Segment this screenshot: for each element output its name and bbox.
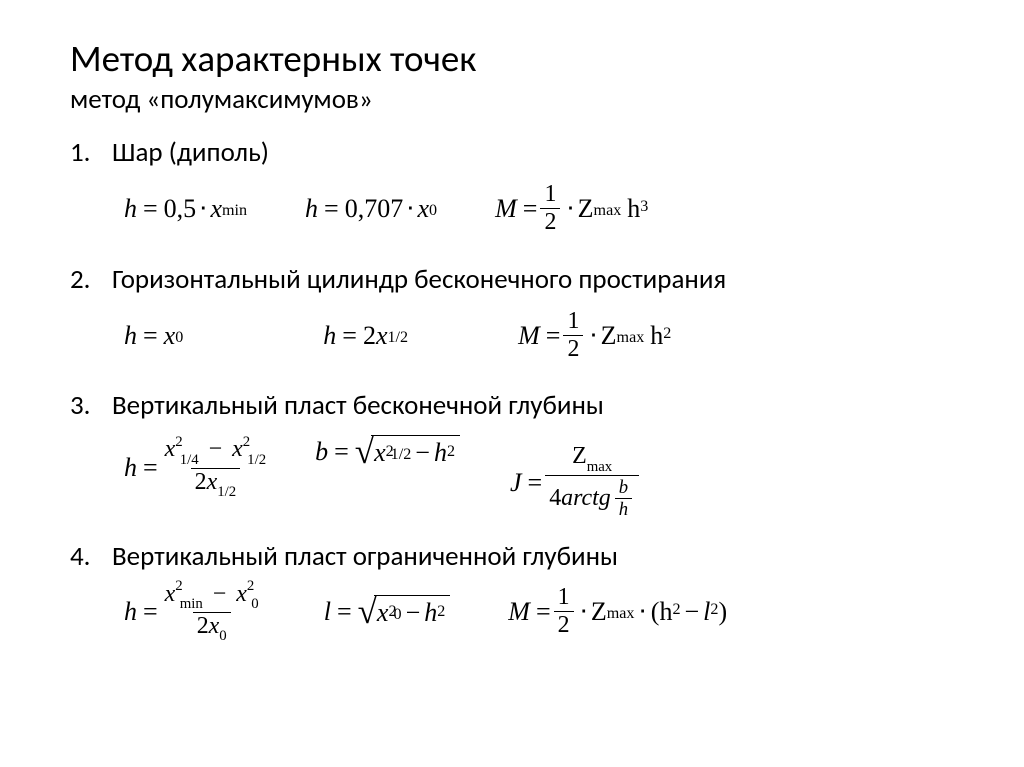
formula: M= 12 ⋅ Zmax h3 xyxy=(495,181,648,236)
formula: M= 12 ⋅ Zmax h2 xyxy=(518,308,671,363)
formula: l= √ x20 − h2 xyxy=(324,595,451,628)
formula: h= x21/4 − x21/2 2x1/2 xyxy=(124,435,273,500)
item-label: 2. Горизонтальный цилиндр бесконечного п… xyxy=(112,263,954,297)
slide-subtitle: метод «полумаксимумов» xyxy=(70,83,954,116)
formula: J= Zmax 4arctg b h xyxy=(510,443,642,522)
formula-row: h= x21/4 − x21/2 2x1/2 b= √ xyxy=(112,423,954,532)
formula: h= x2min − x20 2x0 xyxy=(124,580,266,645)
item-label: 3. Вертикальный пласт бесконечной глубин… xyxy=(112,389,954,423)
list-item: 1. Шар (диполь) h= 0,5⋅ xmin h= 0,707⋅ x… xyxy=(112,136,954,255)
formula: h= 2x1/2 xyxy=(323,321,408,351)
item-number: 4. xyxy=(70,540,91,574)
list-item: 2. Горизонтальный цилиндр бесконечного п… xyxy=(112,263,954,382)
item-number: 3. xyxy=(70,389,91,423)
item-number: 1. xyxy=(70,136,91,170)
formula: h= 0,5⋅ xmin xyxy=(124,194,247,224)
item-label: 1. Шар (диполь) xyxy=(112,136,954,170)
formula: h= 0,707⋅ x0 xyxy=(305,194,437,224)
item-text: Вертикальный пласт ограниченной глубины xyxy=(112,540,618,573)
formula: M= 12 ⋅ Zmax ⋅ ( h2 − l2 ) xyxy=(508,584,727,639)
item-text: Вертикальный пласт бесконечной глубины xyxy=(112,389,604,422)
formula-row: h= x2min − x20 2x0 l= √ xyxy=(112,574,954,655)
formula-row: h= 0,5⋅ xmin h= 0,707⋅ x0 M= 12 ⋅ Zmax h… xyxy=(112,169,954,254)
formula-row: h= x0 h= 2x1/2 M= 12 ⋅ Zmax h2 xyxy=(112,296,954,381)
item-text: Горизонтальный цилиндр бесконечного прос… xyxy=(112,263,726,296)
item-label: 4. Вертикальный пласт ограниченной глуби… xyxy=(112,540,954,574)
formula: h= x0 xyxy=(124,321,183,351)
item-text: Шар (диполь) xyxy=(112,136,269,169)
content-list: 1. Шар (диполь) h= 0,5⋅ xmin h= 0,707⋅ x… xyxy=(70,136,954,655)
list-item: 4. Вертикальный пласт ограниченной глуби… xyxy=(112,540,954,654)
list-item: 3. Вертикальный пласт бесконечной глубин… xyxy=(112,389,954,531)
formula: b= √ x21/2 − h2 xyxy=(315,435,460,468)
slide-title: Метод характерных точек xyxy=(70,38,954,81)
item-number: 2. xyxy=(70,263,91,297)
